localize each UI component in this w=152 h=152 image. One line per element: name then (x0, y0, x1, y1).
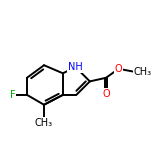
Text: CH₃: CH₃ (35, 118, 53, 128)
Text: O: O (115, 64, 122, 74)
Text: CH₃: CH₃ (134, 67, 152, 76)
Text: NH: NH (68, 62, 83, 72)
Text: F: F (10, 90, 15, 100)
Text: O: O (102, 89, 110, 99)
